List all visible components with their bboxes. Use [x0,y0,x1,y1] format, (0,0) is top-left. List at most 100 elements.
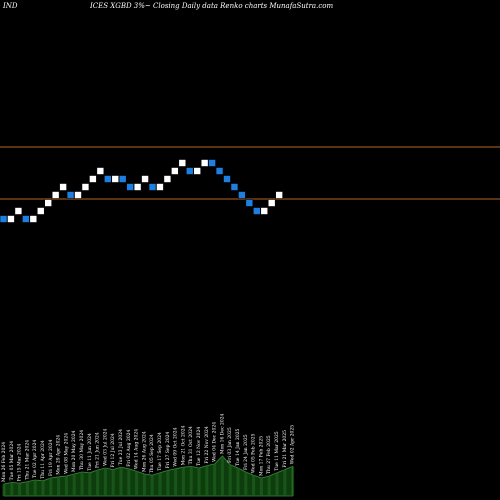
renko-brick-0 [0,215,8,223]
volume-date-label-31: Fri 24 Jan 2025 [243,434,249,470]
volume-date-label-20: Tue 17 Sep 2024 [157,432,163,471]
renko-brick-20 [148,183,157,191]
volume-bar-11 [88,472,92,496]
volume-date-label-11: Tue 11 Jun 2024 [87,433,93,471]
volume-date-label-37: Wed 02 Apr 2025 [290,425,296,465]
volume-date-label-12: Fri 21 Jun 2024 [95,432,101,468]
renko-brick-11 [81,183,90,191]
volume-bar-36 [283,469,287,496]
renko-brick-17 [126,183,134,191]
volume-bar-30 [236,468,240,496]
volume-bar-2 [18,483,22,496]
volume-bar-23 [181,467,185,496]
renko-brick-32 [238,191,246,199]
volume-bar-4 [33,480,37,496]
volume-bar-1 [10,482,14,496]
volume-date-label-29: Fri 03 Jan 2025 [227,427,233,463]
volume-bar-13 [103,468,107,496]
volume-bar-28 [220,456,224,496]
volume-date-label-5: Thu 11 Apr 2024 [40,440,46,479]
volume-date-label-1: Tue 05 Mar 2024 [9,441,15,481]
volume-bar-15 [119,467,123,496]
volume-date-label-18: Mon 26 Aug 2024 [141,431,147,472]
renko-brick-1 [7,215,15,223]
volume-date-label-10: Thu 30 May 2024 [79,430,85,470]
volume-date-label-13: Wed 03 Jul 2024 [102,428,108,466]
volume-date-label-2: Fri 15 Mar 2024 [17,443,23,481]
volume-bar-19 [150,475,154,496]
renko-brick-28 [208,159,216,167]
volume-date-label-8: Wed 08 May 2024 [63,433,69,474]
chart-header: ICES XGBD 3%~ Closing Daily data Renko c… [90,2,334,10]
volume-date-label-9: Mon 20 May 2024 [71,430,77,472]
volume-bar-17 [135,471,139,496]
volume-bar-35 [275,472,279,496]
renko-brick-35 [260,207,269,215]
volume-bar-14 [111,469,115,496]
volume-date-label-3: Thu 21 Mar 2024 [24,440,30,480]
volume-bar-3 [25,481,29,496]
renko-brick-9 [66,191,75,199]
volume-date-label-25: Tue 12 Nov 2024 [196,427,202,466]
renko-brick-34 [253,207,261,215]
volume-date-label-14: Fri 12 Jul 2024 [110,433,116,467]
renko-brick-16 [118,175,127,183]
renko-brick-15 [111,175,120,183]
renko-brick-37 [275,191,283,199]
renko-brick-23 [171,167,179,175]
renko-brick-18 [133,183,142,191]
renko-brick-27 [200,159,209,167]
volume-area [3,455,293,497]
volume-date-label-0: Mon 26 Feb 2024 [1,442,7,482]
volume-date-label-7: Mon 29 Apr 2024 [56,435,62,475]
volume-bar-27 [213,464,217,496]
volume-bar-9 [72,474,76,496]
volume-bar-33 [259,478,263,496]
volume-bar-25 [197,468,201,496]
renko-brick-29 [215,167,224,175]
volume-bar-34 [267,476,271,496]
renko-brick-4 [29,215,38,223]
renko-brick-33 [245,199,254,207]
renko-brick-36 [267,199,276,207]
volume-bar-10 [80,472,84,496]
renko-brick-30 [223,175,231,183]
volume-bar-6 [49,478,53,496]
renko-brick-21 [156,183,164,191]
renko-brick-14 [104,175,112,183]
renko-brick-26 [193,167,201,175]
volume-date-label-33: Mon 17 Feb 2025 [258,436,264,476]
renko-brick-13 [96,167,105,175]
volume-date-label-15: Tue 23 Jul 2024 [118,429,124,465]
renko-brick-19 [141,175,149,183]
volume-bar-5 [41,480,45,496]
volume-date-label-16: Fri 02 Aug 2024 [126,429,132,466]
renko-brick-31 [230,183,239,191]
renko-brick-8 [59,183,67,191]
renko-brick-7 [51,191,60,199]
volume-date-label-27: Wed 04 Dec 2024 [212,422,218,462]
volume-bar-26 [205,465,209,496]
index-label: IND [3,2,18,10]
volume-date-label-6: Fri 19 Apr 2024 [48,439,54,476]
volume-date-label-4: Tue 02 Apr 2024 [32,440,38,478]
renko-brick-2 [14,207,23,215]
renko-brick-24 [178,159,187,167]
renko-brick-10 [74,191,82,199]
volume-bar-0 [2,484,6,496]
volume-date-label-17: Wed 14 Aug 2024 [134,429,140,469]
renko-brick-25 [185,167,194,175]
volume-bar-8 [64,476,68,496]
volume-date-label-19: Thu 05 Sep 2024 [149,434,155,473]
renko-brick-5 [36,207,45,215]
volume-bar-37 [291,466,295,496]
renko-brick-6 [44,199,53,207]
volume-date-label-24: Thu 31 Oct 2024 [188,426,194,464]
volume-bar-7 [57,476,61,496]
volume-bar-32 [252,475,256,496]
volume-bar-22 [174,468,178,496]
volume-date-label-22: Wed 09 Oct 2024 [173,427,179,466]
volume-bar-12 [96,470,100,496]
